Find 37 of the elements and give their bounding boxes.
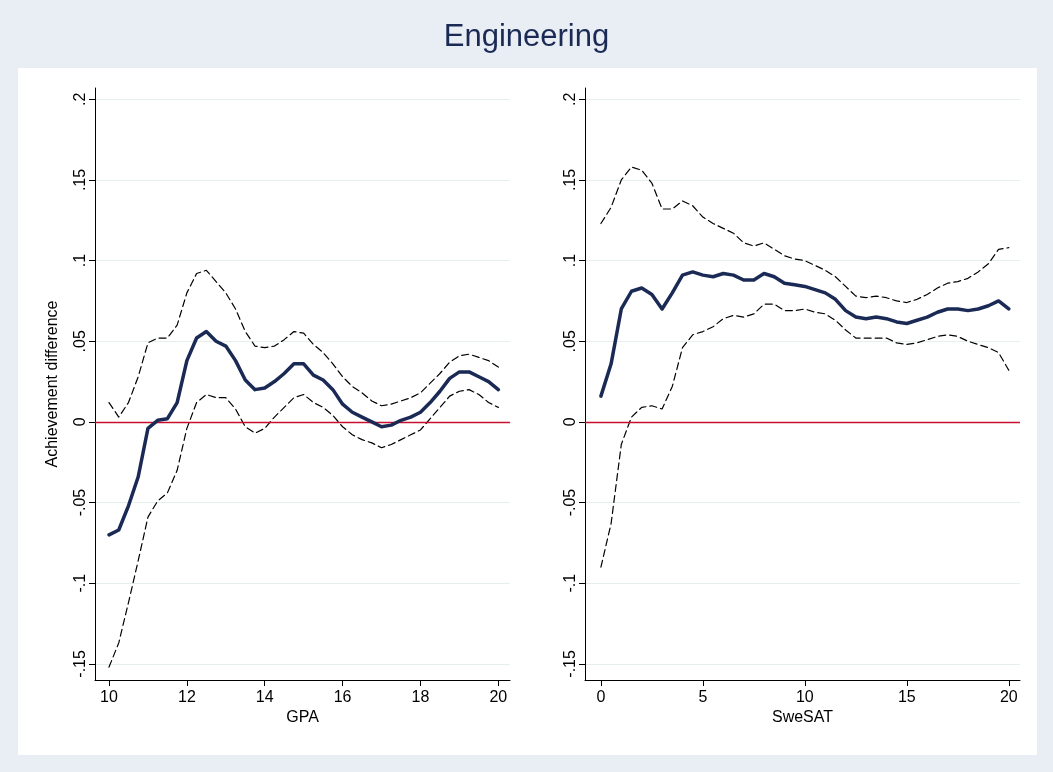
y-tick-label: -.1 [560,573,578,593]
x-tick-label: 16 [333,687,352,705]
chart-title: Engineering [442,18,611,54]
line-series [108,269,499,418]
x-tick-label: 14 [255,687,274,705]
line-series [600,166,1010,304]
y-axis-title: Achievement difference [42,300,60,468]
y-tick-label: 0 [560,417,578,427]
y-tick-label: .05 [560,330,578,353]
y-tick-label: .15 [560,168,578,192]
x-tick-label: 20 [489,687,508,705]
y-tick-label: .15 [70,168,88,192]
x-tick-label: 18 [411,687,430,705]
y-tick-label: -.15 [560,649,578,678]
y-tick-label: -.05 [70,488,88,517]
line-series [600,303,1010,568]
x-tick-label: 20 [999,687,1018,705]
line-series [108,389,499,668]
y-tick-label: -.05 [560,488,578,517]
y-tick-label: .2 [70,92,88,106]
x-tick-label: 15 [897,687,916,705]
x-axis-title: GPA [286,708,320,726]
x-tick-label: 0 [596,687,606,705]
y-tick-label: -.1 [70,573,88,593]
line-series [599,270,1011,398]
x-tick-label: 12 [177,687,196,705]
y-tick-label: .1 [560,253,578,268]
line-series [107,329,501,537]
x-tick-label: 5 [698,687,708,705]
y-tick-label: .05 [70,330,88,353]
y-tick-label: .1 [70,253,88,268]
x-tick-label: 10 [795,687,814,705]
x-axis-title: SweSAT [771,708,834,726]
x-tick-label: 10 [100,687,119,705]
y-tick-label: 0 [70,417,88,427]
y-tick-label: .2 [560,92,578,106]
y-tick-label: -.15 [70,649,88,678]
